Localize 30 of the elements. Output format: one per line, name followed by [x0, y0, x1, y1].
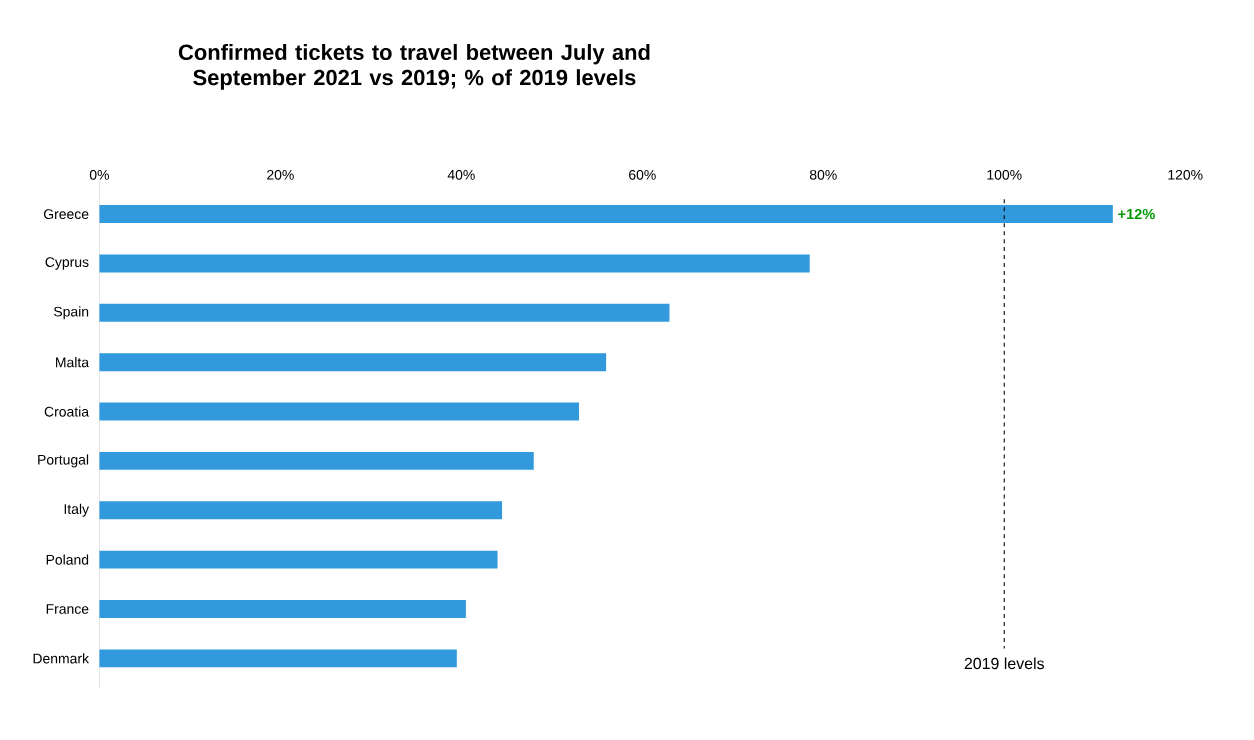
annotation: +12%: [1118, 209, 1155, 220]
y-tick-label: Cyprus: [45, 257, 89, 270]
bar: [99, 600, 466, 619]
y-tick-label: Greece: [43, 209, 89, 220]
bar: [99, 254, 810, 273]
y-tick-label: Portugal: [38, 454, 89, 468]
x-tick-label: 120%: [1168, 169, 1203, 180]
y-tick-label: France: [46, 604, 89, 614]
y-tick-label: Denmark: [33, 653, 90, 664]
bar: [99, 501, 503, 520]
x-tick-label: 20%: [267, 169, 294, 180]
x-tick-label: 60%: [629, 169, 656, 180]
x-tick-label: 40%: [447, 169, 475, 180]
y-tick-label: Italy: [64, 503, 90, 517]
x-tick-label: 0%: [89, 169, 109, 180]
bar: [99, 303, 670, 322]
chart-title: Confirmed tickets to travel between July and September 2021 vs 2019; % of 2019 levels: [178, 44, 650, 90]
x-tick-label: 80%: [809, 169, 837, 180]
ref-line-label: 2019 levels: [964, 657, 1044, 670]
y-tick-label: Malta: [56, 357, 90, 368]
y-tick-label: Poland: [46, 554, 89, 565]
bar: [99, 550, 498, 569]
y-tick-label: Croatia: [44, 406, 90, 417]
bar: [99, 402, 579, 421]
bar: [99, 649, 457, 668]
bar: [99, 353, 607, 372]
bar: [99, 205, 1113, 224]
y-tick-label: Spain: [53, 306, 89, 320]
x-tick-label: 100%: [987, 169, 1022, 180]
bar: [99, 452, 534, 470]
